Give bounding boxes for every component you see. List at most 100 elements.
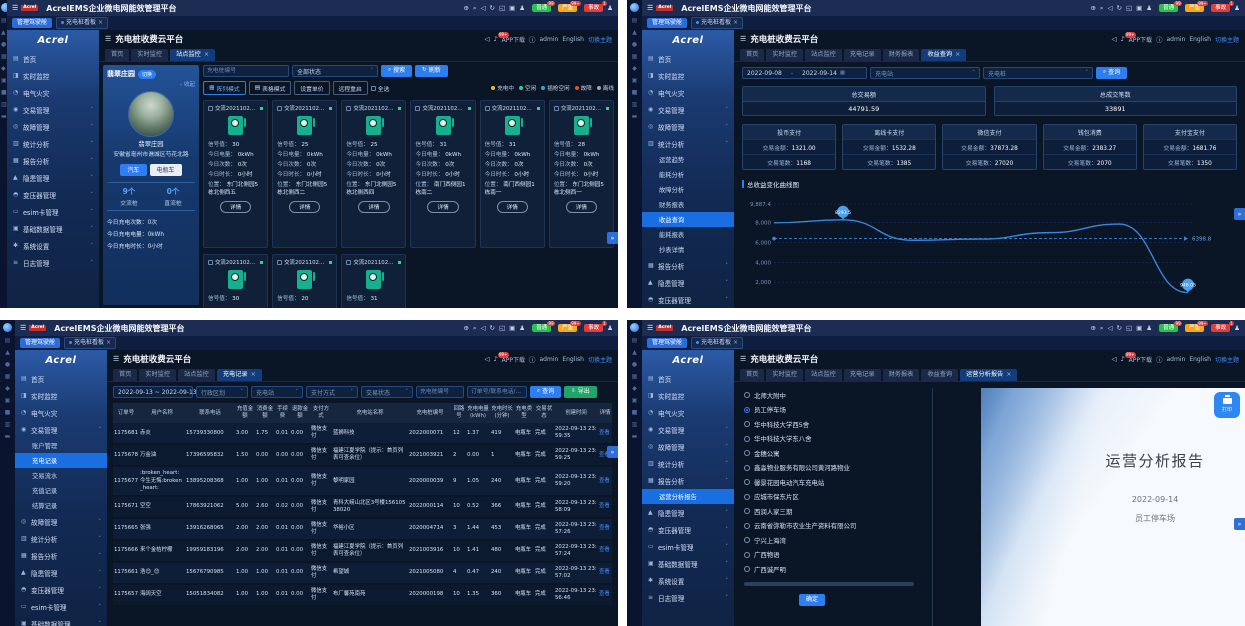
sidebar-subitem[interactable]: 运营分析报告 [642, 489, 734, 504]
alarm-badge[interactable]: 普通 99 [1159, 320, 1183, 333]
volume-mute-icon[interactable]: ◁ [484, 355, 490, 363]
sidebar-item[interactable]: ≡ 日志管理 ˅ [13, 259, 93, 268]
pile-card[interactable]: 交流2021102200... 信号值： 28 今日电量： 0kWh 今日次数： 0次… [548, 100, 614, 249]
checkbox-icon[interactable] [277, 105, 283, 111]
theme-switch-link[interactable]: 切换主题 [1214, 356, 1239, 364]
strip-icon[interactable]: ■ [631, 409, 638, 416]
strip-icon[interactable]: ▣ [1, 77, 7, 84]
sidebar-item[interactable]: ▦ 报告分析 ˅ [648, 262, 728, 271]
sidebar-item[interactable]: ◓ 变压器管理 ˅ [21, 586, 101, 595]
sidebar-item[interactable]: ◉ 交易管理 ˅ [648, 106, 728, 115]
order-search-input[interactable] [467, 386, 527, 399]
view-mode-button[interactable]: ▦ 阵列模式 [203, 81, 246, 96]
pile-card[interactable]: 交流2021102200... 信号值： 20 [272, 254, 338, 308]
detail-button[interactable]: 详情 [289, 201, 321, 214]
checkbox-icon[interactable] [346, 105, 352, 111]
screenshot-icon[interactable]: ▣ [1136, 3, 1143, 12]
checkbox-icon[interactable] [553, 105, 559, 111]
globe-icon[interactable]: ⊕ [463, 3, 469, 12]
tab[interactable]: 收益查询 [921, 369, 959, 381]
sidebar-item[interactable]: ◔ 电气火灾 [21, 409, 58, 418]
pile-card[interactable]: 交流2021102200... 信号值： 25 今日电量： 0kWh 今日次数： 0次… [341, 100, 407, 249]
strip-icon[interactable]: ▲ [5, 349, 10, 356]
hamburger-icon[interactable]: ☰ [12, 4, 19, 12]
sidebar-item[interactable]: ✱ 系统设置 ˅ [13, 242, 93, 251]
volume-icon[interactable]: ◁ [1107, 323, 1113, 332]
sidebar-item[interactable]: ▣ 基础数据管理 ˅ [13, 225, 93, 234]
tab[interactable]: 实时监控 [139, 369, 177, 381]
table-row[interactable]: 1175671 空空 17863921062 5.00 2.60 0.02 0.00 微信支付… [113, 495, 612, 519]
collapse-link[interactable]: ‹ 收起 [180, 82, 195, 88]
strip-icon[interactable]: ▥ [4, 421, 11, 428]
strip-icon[interactable]: ● [4, 361, 11, 368]
globe-icon[interactable]: ⊕ [1090, 323, 1096, 332]
sidebar-item[interactable]: ◓ 变压器管理 ˅ [648, 296, 728, 305]
filter-select[interactable]: 充电站 ˅ [251, 386, 303, 399]
theme-switch-link[interactable]: 切换主题 [587, 36, 612, 44]
dashboard-tag[interactable]: 管理驾驶舱 [12, 17, 53, 29]
info-icon[interactable]: ⓘ [529, 356, 536, 364]
pile-card[interactable]: 交流2021102200... 信号值： 25 今日电量： 0kWh 今日次数： 0次… [272, 100, 338, 249]
notification-bell-icon[interactable]: ♪ 99+ [1120, 32, 1136, 43]
detail-button[interactable]: 详情 [565, 201, 597, 214]
station-radio-option[interactable]: 华中科技大学东八舍 [744, 432, 924, 447]
sidebar-item[interactable]: ▥ 统计分析 ˅ [648, 460, 728, 469]
search-icon[interactable]: ⌕ [1099, 3, 1104, 12]
tab[interactable]: 充电记录 [843, 49, 881, 61]
tab[interactable]: 首页 [740, 49, 765, 61]
sidebar-item[interactable]: ▥ 统计分析 ˅ [21, 535, 101, 544]
panel-edge-button[interactable]: » [607, 232, 618, 244]
detail-button[interactable]: 详情 [358, 201, 390, 214]
fullscreen-icon[interactable]: ◱ [498, 323, 506, 332]
strip-icon[interactable]: ▥ [631, 101, 638, 108]
search-button[interactable]: ⌕ 搜索 [381, 65, 413, 78]
tab[interactable]: 首页 [113, 369, 138, 381]
sidebar-subitem[interactable]: 账户管理 [32, 443, 58, 450]
sidebar-fold-icon[interactable]: ☰ [740, 35, 747, 43]
sidebar-subitem[interactable]: 故障分析 [659, 187, 685, 194]
strip-icon[interactable]: ▣ [4, 397, 11, 404]
search-icon[interactable]: ⌕ [472, 323, 477, 332]
volume-mute-icon[interactable]: ◁ [1111, 35, 1117, 43]
panel-edge-button[interactable]: » [1234, 208, 1245, 220]
date-range-picker[interactable]: 2022-09-08-2022-09-14 ▦ [742, 67, 867, 80]
strip-icon[interactable]: ▣ [631, 77, 638, 84]
dashboard-tag[interactable]: 管理驾驶舱 [20, 337, 61, 349]
sidebar-item[interactable]: ▥ 统计分析 ˄ [648, 140, 728, 149]
strip-icon[interactable]: ▬ [631, 113, 638, 120]
strip-icon[interactable]: ● [631, 41, 638, 48]
strip-icon[interactable]: ▬ [1, 113, 7, 120]
pile-card[interactable]: 交流2021102200... 信号值： 31 今日电量： 0kWh 今日次数： 0次… [479, 100, 545, 249]
app-logo-icon[interactable] [630, 3, 639, 12]
tab-close-icon[interactable]: × [1006, 371, 1012, 379]
info-icon[interactable]: ⓘ [1156, 356, 1163, 364]
sidebar-item[interactable]: ▲ 隐患管理 ˅ [648, 279, 728, 288]
station-select[interactable]: 充电站 ˅ [870, 67, 980, 80]
pile-card[interactable]: 交流2021102200... 信号值： 31 今日电量： 0kWh 今日次数： 0次… [410, 100, 476, 249]
checkbox-icon[interactable] [208, 105, 213, 111]
language-link[interactable]: English [1189, 35, 1211, 43]
user-icon[interactable]: ♟ [519, 3, 526, 12]
sidebar-item[interactable]: ◉ 交易管理 ˅ [13, 106, 93, 115]
strip-icon[interactable]: ▥ [1, 101, 7, 108]
strip-icon[interactable]: ▬ [4, 433, 11, 440]
language-link[interactable]: English [1189, 355, 1211, 363]
view-mode-button[interactable]: ▤ 表格模式 [248, 81, 292, 96]
station-radio-option[interactable]: 员工停车场 [744, 403, 924, 418]
workspace-tab[interactable]: 充电桩看板 × [64, 337, 117, 349]
strip-icon[interactable]: ◆ [632, 385, 637, 392]
sidebar-item[interactable]: ◓ 变压器管理 ˅ [648, 526, 728, 535]
sidebar-item[interactable]: ≡ 日志管理 ˅ [648, 594, 728, 603]
app-download-link[interactable]: APP下载 [1128, 356, 1152, 364]
search-icon[interactable]: ⌕ [472, 3, 477, 12]
workspace-tab[interactable]: 充电桩看板 × [691, 17, 744, 29]
checkbox-icon[interactable] [415, 105, 421, 111]
sidebar-item[interactable]: ◉ 交易管理 ˄ [21, 426, 101, 435]
strip-icon[interactable]: ▦ [631, 373, 638, 380]
view-detail-link[interactable]: 查看 [598, 539, 612, 563]
strip-icon[interactable]: ▤ [4, 337, 11, 344]
alarm-badge[interactable]: 事故 1 [584, 320, 608, 333]
sidebar-item[interactable]: ◔ 电气火灾 [13, 89, 50, 98]
theme-switch-link[interactable]: 切换主题 [1214, 36, 1239, 44]
checkbox-icon[interactable] [484, 105, 490, 111]
